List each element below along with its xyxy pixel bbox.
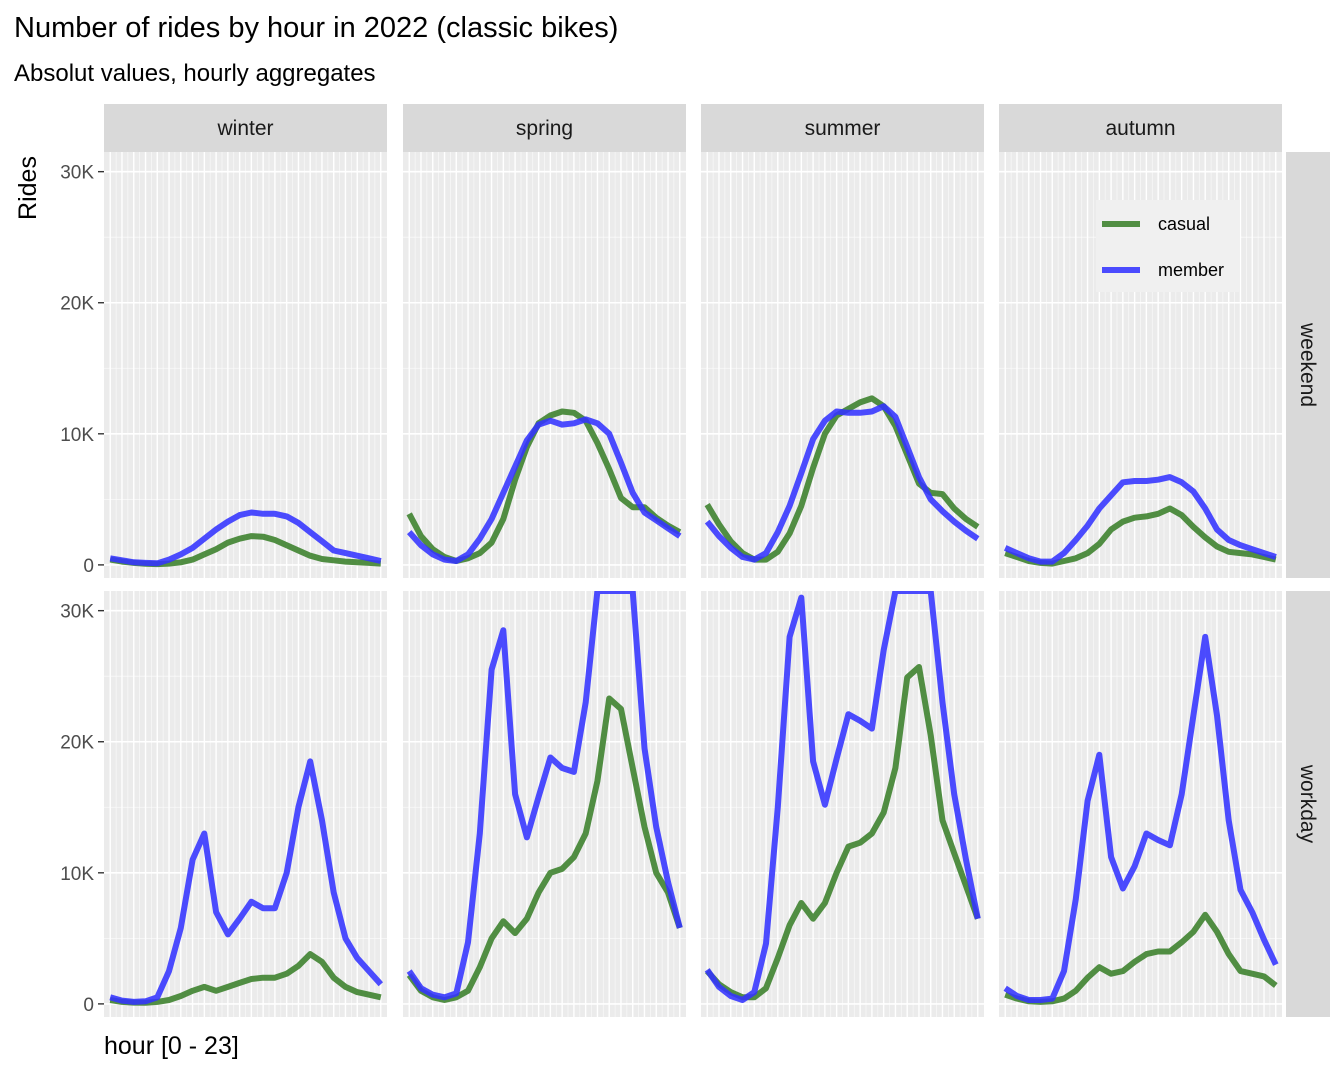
series-line-member xyxy=(1003,474,1277,565)
facet-strip-winter xyxy=(104,104,387,152)
y-tick-label: 0 xyxy=(83,995,94,1016)
panel-winter-weekend xyxy=(104,152,387,578)
y-tick-label: 30K xyxy=(60,602,94,623)
panel-autumn-workday xyxy=(999,591,1282,1017)
facet-label-weekend: weekend xyxy=(1296,322,1319,407)
series-line-member xyxy=(406,591,683,1001)
panel-summer-weekend xyxy=(701,152,984,578)
y-tick-label: 10K xyxy=(60,864,94,885)
facet-label-workday: workday xyxy=(1296,764,1319,844)
legend-key-casual xyxy=(1102,221,1140,227)
panel-summer-workday xyxy=(701,591,984,1017)
panel-spring-weekend xyxy=(403,152,686,578)
facet-strip-workday xyxy=(1286,591,1330,1017)
series-lines xyxy=(1003,474,1277,567)
series-line-member xyxy=(1003,633,1279,1003)
series-line-casual xyxy=(109,951,382,1006)
facet-strip-spring xyxy=(403,104,686,152)
legend-background xyxy=(1096,200,1240,292)
facet-label-spring: spring xyxy=(516,117,573,140)
facet-strip-summer xyxy=(701,104,984,152)
panel-winter-workday xyxy=(104,591,387,1017)
y-tick-label: 20K xyxy=(60,733,94,754)
legend-label-casual: casual xyxy=(1158,214,1210,234)
facet-strip-autumn xyxy=(999,104,1282,152)
legend-key-member xyxy=(1102,267,1140,273)
series-line-casual xyxy=(704,664,981,1001)
y-tick-label: 10K xyxy=(60,425,94,446)
series-line-member xyxy=(109,509,382,567)
legend-label-member: member xyxy=(1158,260,1224,280)
facet-label-summer: summer xyxy=(805,117,881,140)
y-tick-label: 0 xyxy=(83,556,94,577)
series-line-member xyxy=(704,591,981,1003)
x-axis-title: hour [0 - 23] xyxy=(104,1032,239,1060)
series-lines xyxy=(109,509,382,568)
series-line-member xyxy=(704,403,980,563)
legend: casual member xyxy=(1096,200,1240,292)
chart-subtitle: Absolut values, hourly aggregates xyxy=(14,60,376,87)
series-line-member xyxy=(406,416,682,564)
series-line-member xyxy=(109,758,384,1005)
facet-strip-weekend xyxy=(1286,152,1330,578)
chart-title: Number of rides by hour in 2022 (classic… xyxy=(14,12,619,44)
series-lines xyxy=(704,395,980,563)
y-tick-label: 20K xyxy=(60,294,94,315)
series-lines xyxy=(406,591,683,1003)
series-lines xyxy=(1003,633,1279,1005)
facet-label-autumn: autumn xyxy=(1105,117,1175,140)
series-line-casual xyxy=(406,695,683,1003)
y-tick-label: 30K xyxy=(60,163,94,184)
series-lines xyxy=(109,758,384,1006)
series-lines xyxy=(704,591,981,1003)
y-axis-title: Rides xyxy=(14,156,42,220)
facet-label-winter: winter xyxy=(216,117,273,140)
series-lines xyxy=(406,408,682,564)
panel-spring-workday xyxy=(403,591,686,1017)
